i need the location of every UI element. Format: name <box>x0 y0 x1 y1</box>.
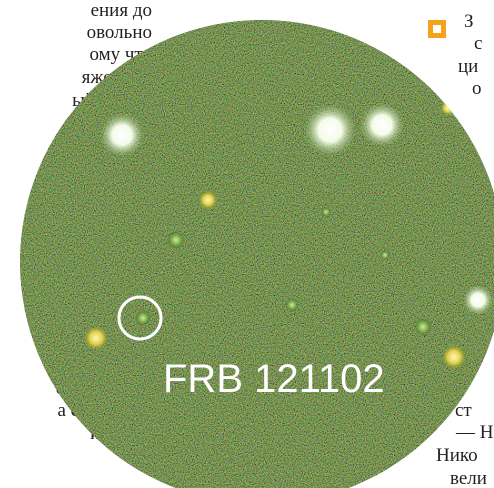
star <box>463 285 493 315</box>
page: ения доовольноому чтояже-ыйо-оа-лясо-а с… <box>0 0 494 488</box>
text-line: о <box>472 78 482 99</box>
text-line: с <box>474 33 482 54</box>
star <box>135 310 151 326</box>
section-marker-inner <box>433 25 441 33</box>
star <box>321 207 331 217</box>
star <box>380 250 390 260</box>
text-line: — Н <box>455 422 494 443</box>
star <box>441 344 467 370</box>
star <box>304 104 356 156</box>
star <box>440 100 456 116</box>
star <box>198 190 218 210</box>
star <box>100 113 144 157</box>
text-line: З <box>464 11 474 32</box>
image-label: FRB 121102 <box>163 357 385 401</box>
text-line: Нико <box>436 445 478 466</box>
text-line: ци <box>458 56 478 77</box>
star <box>360 103 404 147</box>
text-line: вели <box>450 468 487 488</box>
star <box>167 231 185 249</box>
text-line: овольно <box>87 22 152 43</box>
star <box>285 298 299 312</box>
text-line: ения до <box>91 0 152 21</box>
star <box>414 318 432 336</box>
star <box>83 325 109 351</box>
